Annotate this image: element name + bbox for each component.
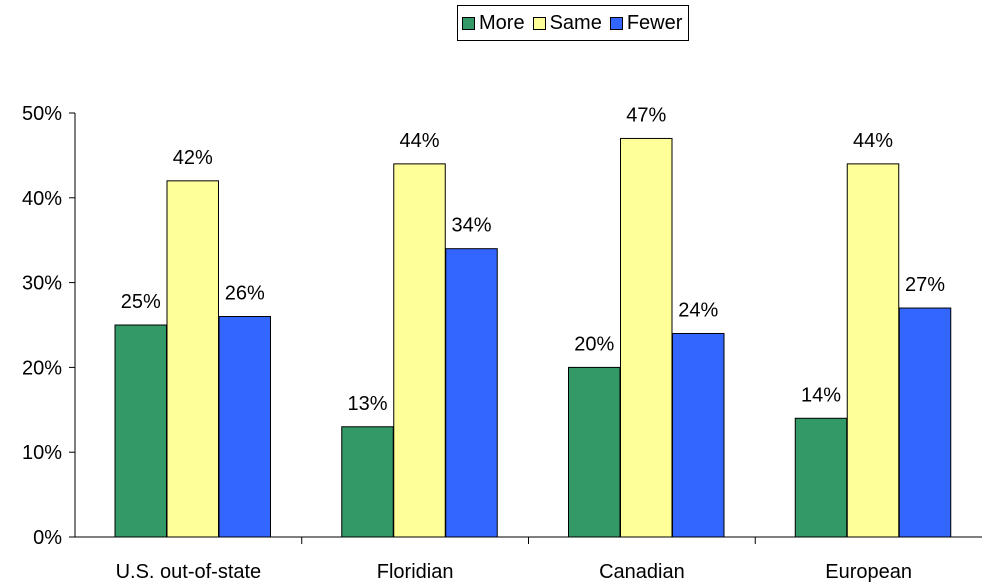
bar-fewer-0 bbox=[218, 316, 271, 538]
data-label: 34% bbox=[451, 215, 491, 237]
legend-item-fewer: Fewer bbox=[609, 12, 683, 34]
data-label: 27% bbox=[905, 274, 945, 296]
bar-fewer-3 bbox=[898, 307, 952, 538]
legend-label-more: More bbox=[479, 12, 525, 34]
legend-label-same: Same bbox=[549, 12, 602, 34]
x-tick-label: Floridian bbox=[377, 561, 454, 583]
y-tick-label: 30% bbox=[22, 273, 62, 295]
data-label: 44% bbox=[853, 130, 893, 152]
bar-same-1 bbox=[393, 163, 446, 538]
bar-more-0 bbox=[114, 324, 167, 538]
legend-swatch-fewer bbox=[609, 16, 623, 30]
x-tick-label: U.S. out-of-state bbox=[116, 561, 262, 583]
legend-item-same: Same bbox=[532, 12, 602, 34]
y-tick-label: 20% bbox=[22, 357, 62, 379]
bar-more-3 bbox=[794, 417, 848, 538]
chart-legend: More Same Fewer bbox=[457, 5, 690, 41]
y-tick-label: 40% bbox=[22, 188, 62, 210]
x-tick-label: Canadian bbox=[599, 561, 685, 583]
y-tick-label: 0% bbox=[33, 527, 62, 549]
data-label: 13% bbox=[347, 393, 387, 415]
legend-item-more: More bbox=[462, 13, 525, 33]
data-label: 25% bbox=[121, 291, 161, 313]
data-label: 47% bbox=[626, 104, 666, 126]
bar-same-3 bbox=[846, 163, 900, 538]
data-label: 20% bbox=[574, 333, 614, 355]
y-tick-label: 10% bbox=[22, 442, 62, 464]
legend-label-fewer: Fewer bbox=[626, 12, 683, 34]
bar-fewer-1 bbox=[445, 248, 498, 538]
legend-swatch-more bbox=[462, 16, 475, 30]
data-label: 26% bbox=[225, 283, 265, 305]
bar-same-0 bbox=[166, 180, 219, 538]
y-tick-label: 50% bbox=[22, 103, 62, 125]
data-label: 24% bbox=[678, 299, 718, 321]
data-label: 14% bbox=[801, 384, 841, 406]
data-label: 44% bbox=[399, 130, 439, 152]
bar-fewer-2 bbox=[672, 332, 725, 538]
legend-swatch-same bbox=[532, 16, 546, 30]
bar-more-2 bbox=[568, 366, 621, 538]
bar-same-2 bbox=[620, 137, 673, 538]
data-label: 42% bbox=[173, 147, 213, 169]
x-tick-label: European bbox=[825, 561, 912, 583]
bar-more-1 bbox=[341, 426, 394, 538]
